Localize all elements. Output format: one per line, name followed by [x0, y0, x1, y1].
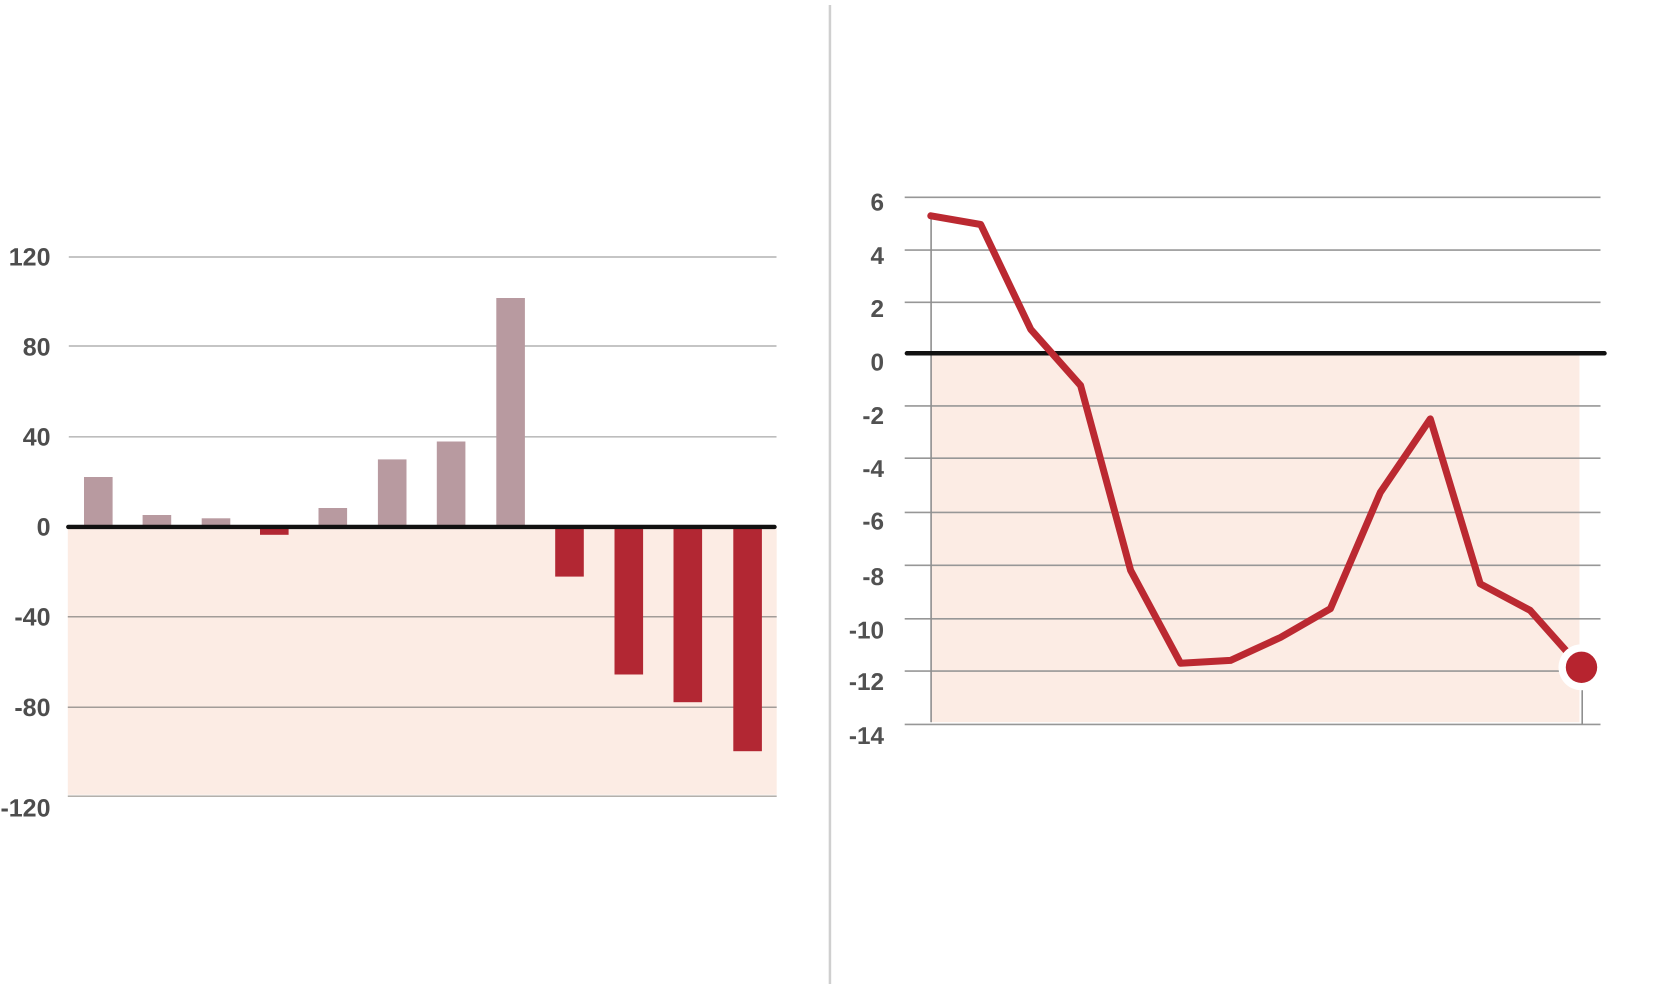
svg-text:2: 2 [870, 296, 884, 323]
svg-text:-80: -80 [14, 694, 50, 722]
svg-text:6: 6 [870, 189, 884, 216]
svg-text:-2: -2 [862, 403, 884, 430]
svg-text:-14: -14 [849, 723, 885, 750]
svg-text:40: 40 [23, 423, 51, 451]
svg-text:0: 0 [870, 349, 884, 376]
svg-text:-10: -10 [849, 617, 884, 644]
svg-text:-40: -40 [14, 603, 50, 631]
svg-text:-120: -120 [0, 795, 50, 823]
svg-text:-4: -4 [862, 456, 884, 483]
svg-text:-6: -6 [862, 509, 884, 536]
svg-text:-12: -12 [849, 669, 884, 696]
svg-text:0: 0 [37, 513, 51, 541]
svg-text:120: 120 [9, 244, 51, 272]
svg-text:80: 80 [23, 333, 51, 361]
svg-text:4: 4 [870, 243, 884, 270]
svg-text:-8: -8 [862, 564, 884, 591]
